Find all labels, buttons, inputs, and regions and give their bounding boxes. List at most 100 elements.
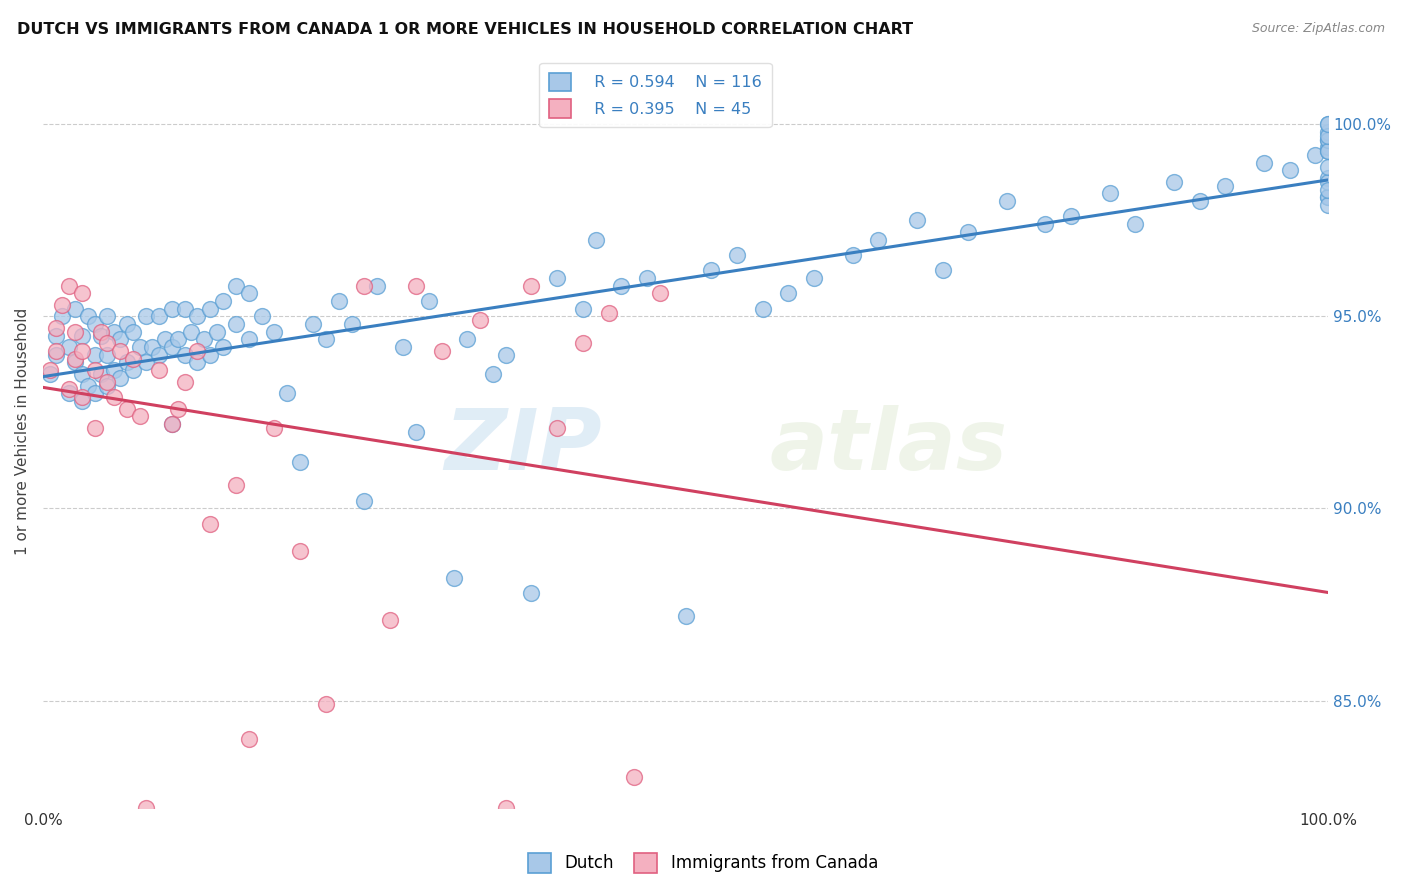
Point bbox=[598, 305, 620, 319]
Point bbox=[1317, 125, 1340, 139]
Point bbox=[51, 310, 73, 324]
Point bbox=[546, 421, 568, 435]
Y-axis label: 1 or more Vehicles in Household: 1 or more Vehicles in Household bbox=[15, 308, 30, 555]
Point bbox=[520, 586, 543, 600]
Point bbox=[378, 613, 401, 627]
Point bbox=[83, 317, 105, 331]
Point bbox=[778, 286, 800, 301]
Point bbox=[1035, 217, 1057, 231]
Point bbox=[45, 328, 67, 343]
Point bbox=[160, 340, 183, 354]
Point bbox=[122, 325, 145, 339]
Point bbox=[1188, 194, 1211, 208]
Point bbox=[315, 333, 337, 347]
Legend:   R = 0.594    N = 116,   R = 0.395    N = 45: R = 0.594 N = 116, R = 0.395 N = 45 bbox=[540, 63, 772, 128]
Point bbox=[58, 382, 80, 396]
Text: atlas: atlas bbox=[769, 405, 1007, 488]
Point bbox=[1317, 128, 1340, 143]
Point bbox=[135, 355, 157, 369]
Point bbox=[167, 401, 190, 416]
Point bbox=[70, 390, 93, 404]
Point bbox=[225, 478, 247, 492]
Point bbox=[148, 310, 170, 324]
Point bbox=[623, 770, 645, 784]
Point bbox=[675, 609, 697, 624]
Point bbox=[160, 417, 183, 431]
Point bbox=[90, 325, 112, 339]
Point bbox=[572, 336, 595, 351]
Point bbox=[128, 409, 150, 424]
Point bbox=[141, 340, 163, 354]
Point bbox=[263, 325, 285, 339]
Point bbox=[648, 286, 671, 301]
Point bbox=[1317, 140, 1340, 154]
Point bbox=[38, 363, 60, 377]
Point bbox=[205, 325, 228, 339]
Point bbox=[636, 271, 658, 285]
Point bbox=[45, 348, 67, 362]
Point bbox=[58, 386, 80, 401]
Point bbox=[405, 425, 427, 439]
Point bbox=[1125, 217, 1147, 231]
Point bbox=[225, 278, 247, 293]
Point bbox=[45, 343, 67, 358]
Point bbox=[238, 731, 260, 746]
Point bbox=[1215, 178, 1237, 193]
Point bbox=[1317, 190, 1340, 204]
Point bbox=[1317, 117, 1340, 131]
Point bbox=[725, 248, 748, 262]
Point bbox=[263, 421, 285, 435]
Point bbox=[77, 378, 100, 392]
Point bbox=[103, 390, 125, 404]
Point bbox=[841, 248, 863, 262]
Point bbox=[995, 194, 1018, 208]
Point bbox=[1317, 117, 1340, 131]
Point bbox=[115, 401, 138, 416]
Point bbox=[122, 351, 145, 366]
Point bbox=[122, 363, 145, 377]
Point bbox=[276, 386, 298, 401]
Point bbox=[148, 363, 170, 377]
Point bbox=[340, 317, 363, 331]
Point bbox=[610, 278, 633, 293]
Point bbox=[186, 343, 208, 358]
Point bbox=[1317, 144, 1340, 158]
Point bbox=[225, 317, 247, 331]
Point bbox=[128, 340, 150, 354]
Point bbox=[468, 313, 491, 327]
Point bbox=[366, 278, 388, 293]
Point bbox=[290, 455, 312, 469]
Point bbox=[353, 278, 375, 293]
Point bbox=[572, 301, 595, 316]
Point bbox=[186, 355, 208, 369]
Point bbox=[70, 328, 93, 343]
Point bbox=[51, 298, 73, 312]
Point bbox=[418, 293, 440, 308]
Point bbox=[1278, 163, 1301, 178]
Point bbox=[868, 233, 890, 247]
Point bbox=[495, 801, 517, 815]
Point bbox=[96, 378, 118, 392]
Point bbox=[96, 310, 118, 324]
Point bbox=[1317, 171, 1340, 186]
Point bbox=[96, 375, 118, 389]
Point bbox=[482, 367, 505, 381]
Point bbox=[200, 301, 222, 316]
Point bbox=[200, 348, 222, 362]
Point bbox=[803, 271, 825, 285]
Point bbox=[65, 355, 87, 369]
Point bbox=[752, 301, 775, 316]
Point bbox=[405, 278, 427, 293]
Text: ZIP: ZIP bbox=[444, 405, 602, 488]
Point bbox=[585, 233, 607, 247]
Point bbox=[495, 348, 517, 362]
Point bbox=[957, 225, 980, 239]
Point bbox=[70, 343, 93, 358]
Point bbox=[328, 293, 350, 308]
Point bbox=[931, 263, 953, 277]
Point bbox=[443, 571, 465, 585]
Point bbox=[700, 263, 723, 277]
Point bbox=[1317, 183, 1340, 197]
Point bbox=[200, 516, 222, 531]
Point bbox=[392, 340, 415, 354]
